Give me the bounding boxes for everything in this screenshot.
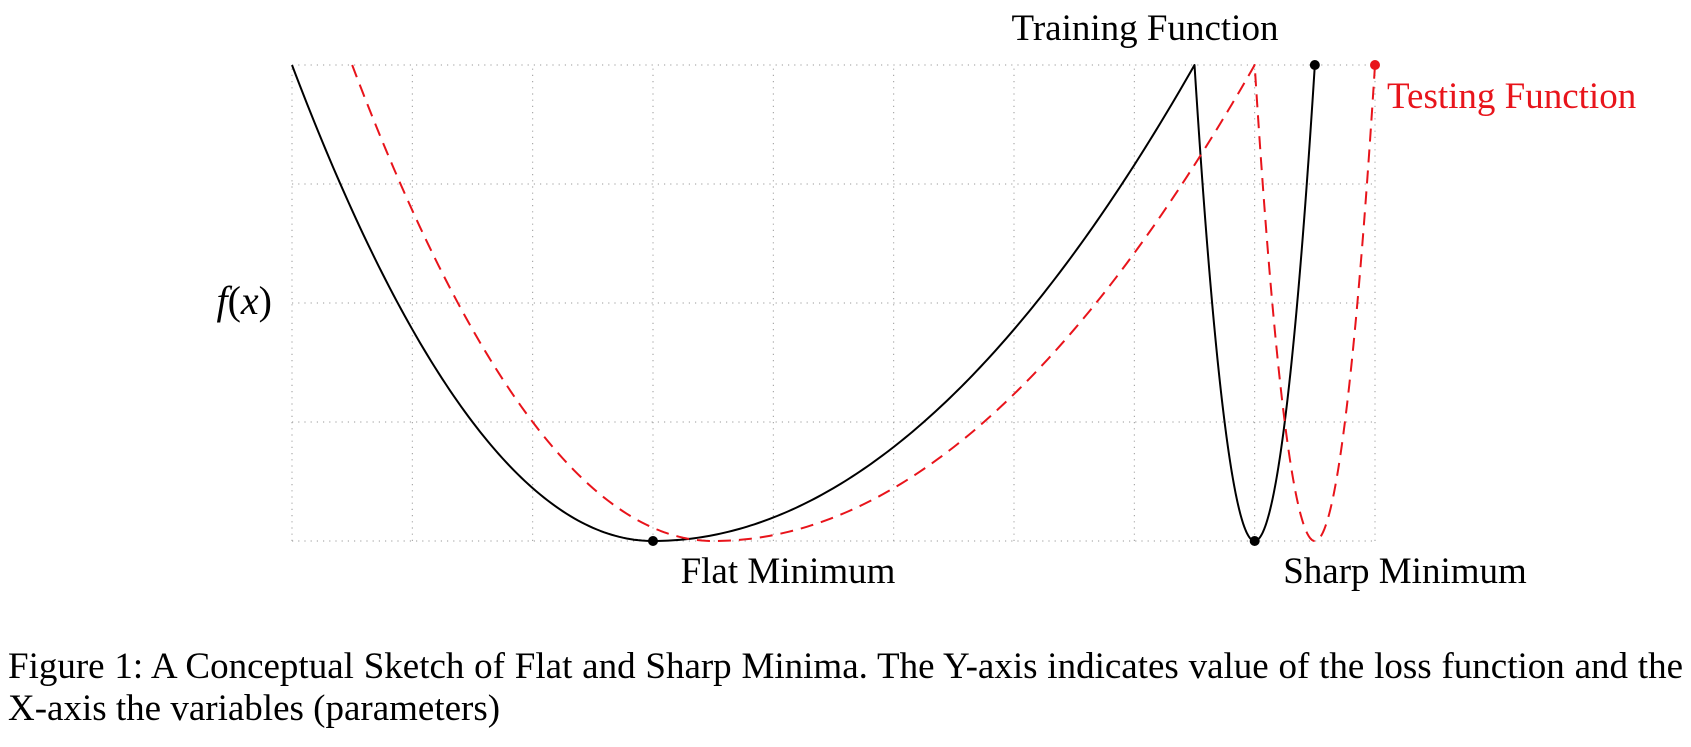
training-function-line [291, 64, 1316, 542]
point-layer [648, 60, 1380, 546]
testing-function-label: Testing Function [1387, 76, 1636, 117]
data-point [1370, 60, 1380, 70]
data-point [1249, 536, 1260, 546]
figure-caption: Figure 1: A Conceptual Sketch of Flat an… [8, 646, 1683, 729]
flat-minimum-label: Flat Minimum [681, 551, 896, 592]
data-point [648, 536, 658, 546]
series-layer [291, 64, 1376, 542]
sharp-minimum-label: Sharp Minimum [1283, 551, 1527, 592]
y-axis-label: f(x) [216, 278, 272, 323]
data-point [1309, 60, 1320, 70]
testing-function-line [351, 64, 1376, 542]
training-function-label: Training Function [1012, 8, 1279, 49]
